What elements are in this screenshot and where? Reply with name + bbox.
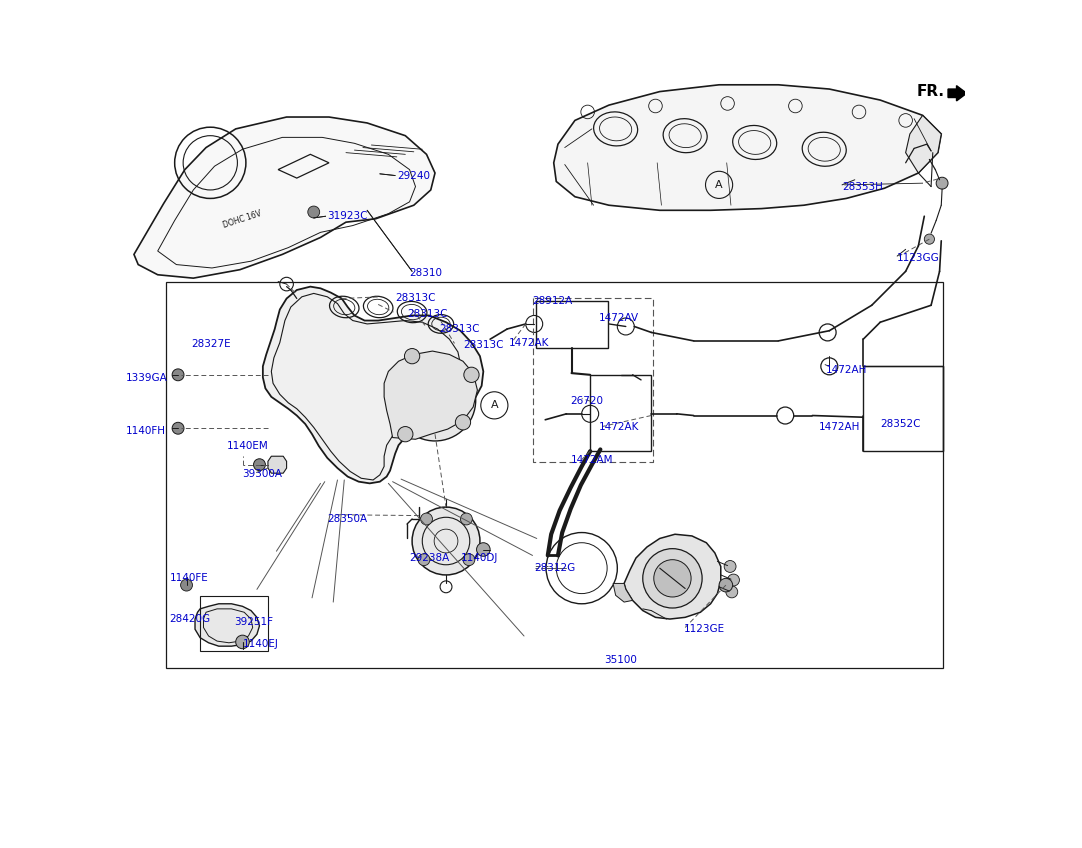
Text: 28310: 28310 [410,268,443,278]
Text: 28312G: 28312G [535,563,576,573]
Bar [590,375,651,451]
Text: 35100: 35100 [605,655,637,665]
Text: 1140EM: 1140EM [227,441,269,451]
Text: A: A [715,180,723,190]
Circle shape [307,206,319,218]
Text: 39300A: 39300A [242,469,282,479]
Circle shape [720,578,733,592]
Circle shape [412,507,480,575]
Text: 1123GG: 1123GG [897,253,940,263]
Circle shape [253,459,265,471]
Text: DOHC 16V: DOHC 16V [222,209,263,230]
Text: 28313C: 28313C [395,293,436,304]
Circle shape [398,427,413,442]
Circle shape [654,560,691,597]
Circle shape [821,358,837,375]
Text: 28327E: 28327E [192,339,232,349]
Circle shape [394,360,476,441]
Polygon shape [906,115,941,173]
Circle shape [476,543,490,556]
Circle shape [172,369,184,381]
Text: 28313C: 28313C [407,309,448,319]
Text: 28313C: 28313C [439,324,479,334]
Polygon shape [134,117,435,278]
Polygon shape [624,534,721,619]
Bar [200,596,268,651]
Text: 39251F: 39251F [234,616,273,627]
Circle shape [181,579,193,591]
Polygon shape [195,604,260,646]
Polygon shape [613,583,633,602]
Polygon shape [268,456,287,473]
Circle shape [819,324,836,341]
Circle shape [724,561,736,572]
Text: 29238A: 29238A [410,553,450,563]
Text: A: A [490,400,498,410]
Circle shape [463,554,475,566]
Bar [167,282,942,668]
Text: 1472AH: 1472AH [819,421,860,432]
Text: 1140FH: 1140FH [126,426,166,436]
Text: 28912A: 28912A [532,296,572,306]
Text: 1140EJ: 1140EJ [242,639,278,650]
Circle shape [643,549,702,608]
Circle shape [464,367,479,382]
Circle shape [405,349,420,364]
Text: 1140DJ: 1140DJ [461,553,498,563]
Text: 1472AV: 1472AV [598,313,638,323]
Text: 31923C: 31923C [327,211,368,221]
Text: 28352C: 28352C [880,419,921,429]
Circle shape [726,586,738,598]
Polygon shape [407,366,472,428]
Text: 1339GA: 1339GA [126,373,168,383]
Circle shape [236,635,249,649]
Text: 1472AH: 1472AH [826,365,868,375]
Text: 26720: 26720 [570,396,604,406]
Circle shape [456,415,471,430]
Text: FR.: FR. [916,84,945,99]
Text: 28420G: 28420G [170,614,211,624]
Text: 28353H: 28353H [842,181,883,192]
Text: 28350A: 28350A [327,514,368,524]
Circle shape [461,513,473,525]
Text: 1472AM: 1472AM [570,455,613,465]
Polygon shape [263,287,484,483]
Circle shape [727,574,739,586]
Bar [863,366,942,451]
Circle shape [777,407,794,424]
Text: 28313C: 28313C [463,340,503,350]
Circle shape [421,513,433,525]
Text: 1140FE: 1140FE [170,573,209,583]
FancyArrow shape [948,86,966,101]
Polygon shape [384,351,477,439]
Text: 1472AK: 1472AK [598,422,639,432]
Text: 1123GE: 1123GE [684,624,725,634]
Circle shape [924,234,935,244]
Text: 1472AK: 1472AK [509,338,550,348]
Bar [536,301,608,348]
Circle shape [418,554,430,566]
Circle shape [172,422,184,434]
Polygon shape [554,85,941,210]
Text: 29240: 29240 [397,171,430,181]
Circle shape [936,177,948,189]
